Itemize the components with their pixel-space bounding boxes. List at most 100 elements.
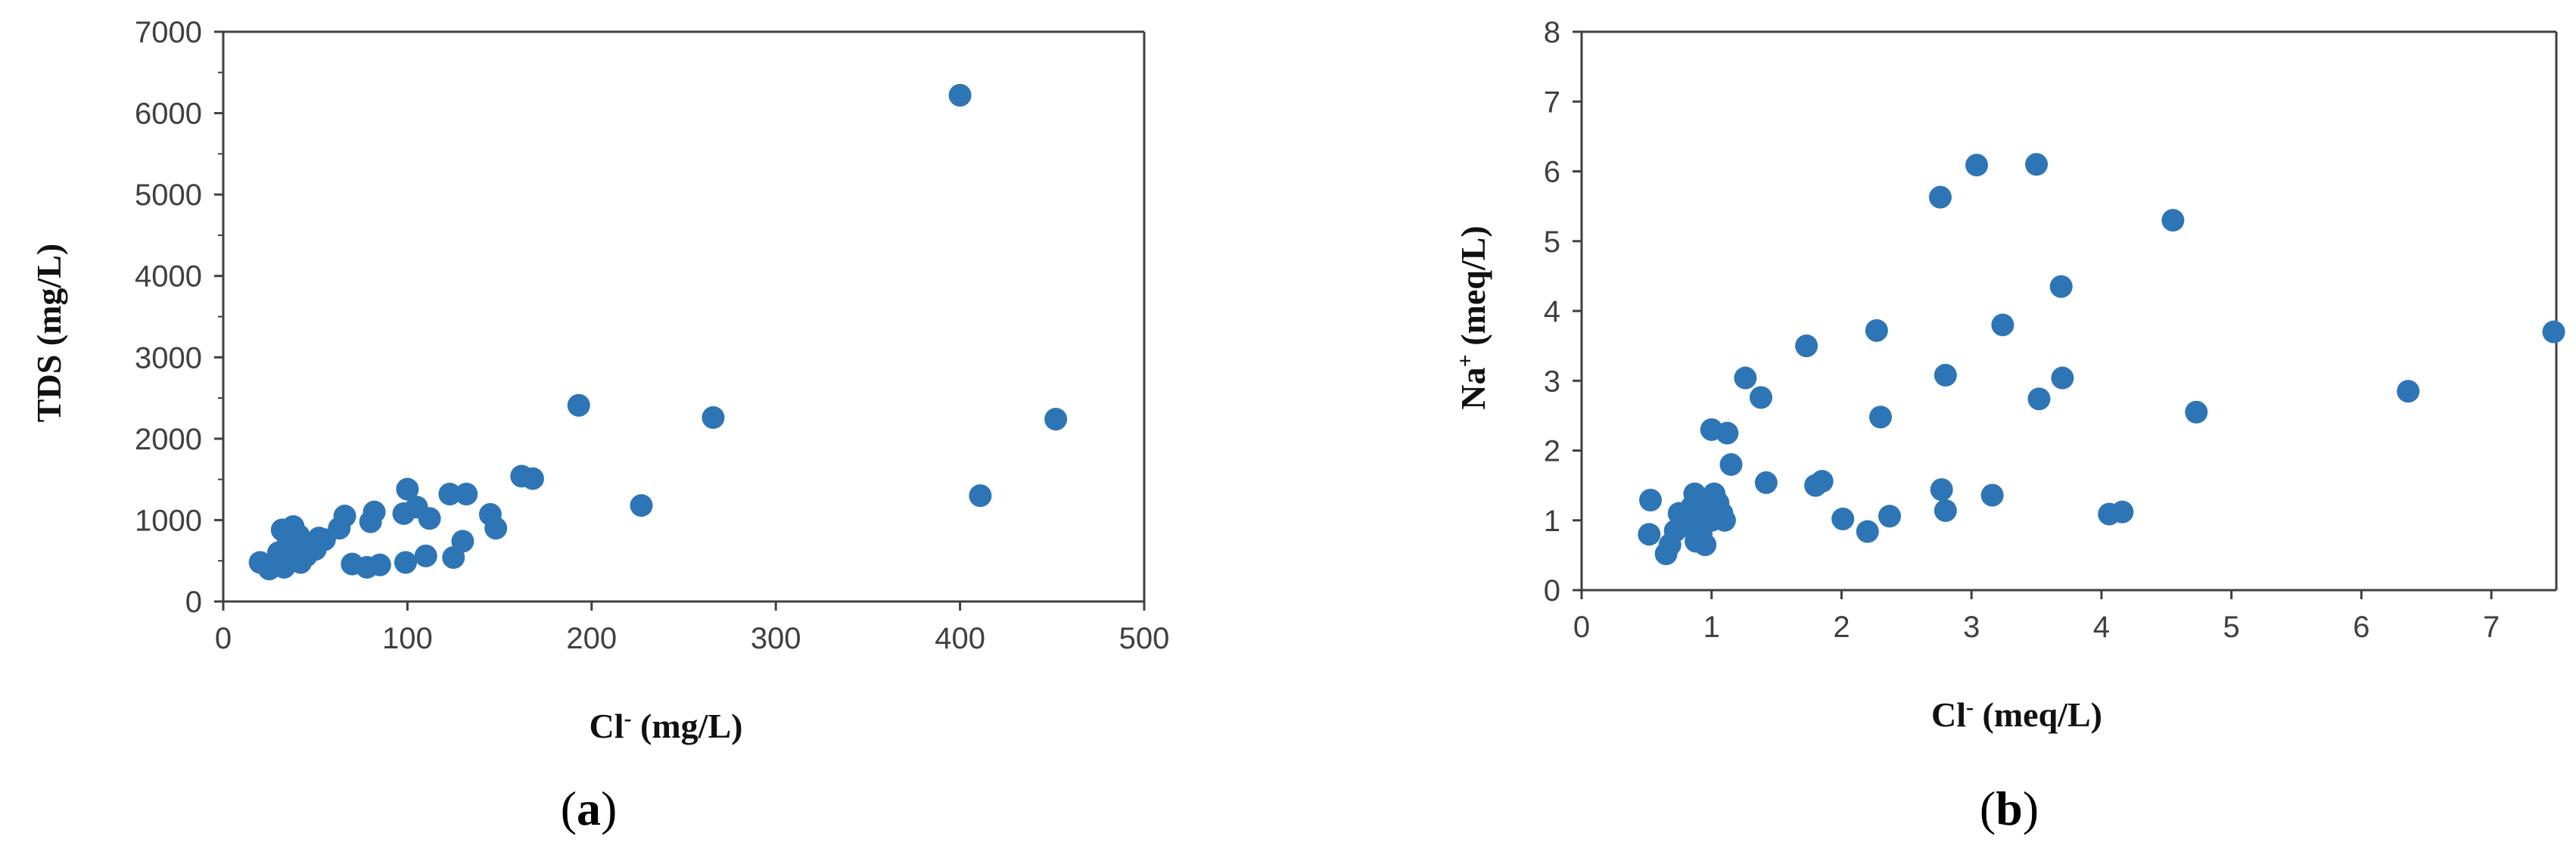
data-point [394,551,417,574]
data-point [1934,363,1957,387]
y-tick-label: 0 [1544,574,1560,608]
x-axis-title-sup-a: - [624,706,632,731]
x-axis-title-unit-a: (mg/L) [632,707,743,745]
data-point [1734,366,1757,390]
data-point [1930,478,1953,502]
data-point [969,484,992,508]
data-point [1868,406,1892,429]
data-point [1878,505,1902,528]
x-tick-label: 5 [2223,611,2240,644]
y-tick-label: 1 [1544,505,1560,538]
data-point [630,494,653,518]
x-tick-label: 3 [1963,611,1980,644]
data-point [455,483,478,506]
x-tick-label: 7 [2483,611,2500,644]
data-point [2051,366,2074,390]
data-point [418,507,441,530]
axes-a [214,30,1146,611]
y-tick-label: 1000 [135,504,202,537]
data-point [1694,533,1717,557]
y-tick-label: 3 [1544,365,1560,398]
data-point [2397,380,2420,403]
x-tick-label: 300 [751,622,801,655]
data-point [1865,319,1888,342]
y-tick-labels-a: 0 1000 2000 3000 4000 5000 6000 7000 [135,16,202,619]
y-tick-label: 7000 [135,16,202,49]
y-tick-label: 0 [185,586,202,619]
x-tick-label: 400 [935,622,985,655]
y-axis-title-unit-b: (meq/L) [1454,225,1492,354]
y-tick-label: 2 [1544,435,1560,468]
data-point [362,500,386,524]
y-tick-label: 4000 [135,260,202,294]
x-axis-title-main-b: Cl [1931,695,1966,734]
data-point [1719,452,1743,476]
x-axis-title-a: Cl- (mg/L) [590,706,743,746]
x-tick-label: 0 [1573,611,1590,644]
data-point [521,467,544,490]
data-point [1749,386,1772,409]
x-tick-label: 4 [2093,611,2110,644]
x-tick-label: 6 [2353,611,2369,644]
data-point [1795,334,1818,358]
data-point [1991,313,2014,337]
data-point [414,544,437,567]
data-points-b [1638,153,2565,566]
y-tick-label: 6 [1544,156,1560,189]
data-point [1928,185,1952,209]
y-axis-title-a: TDS (mg/L) [30,244,68,422]
y-tick-label: 2000 [135,423,202,456]
x-tick-labels-b: 0 1 2 3 4 5 6 7 [1573,611,2500,644]
data-point [1856,520,1879,543]
data-point [1965,154,1989,177]
y-tick-label: 7 [1544,85,1560,119]
y-tick-label: 5000 [135,179,202,212]
data-point [1980,483,2004,507]
panel-label-a: (a) [561,782,618,835]
data-point [702,406,725,429]
x-tick-label: 200 [566,622,617,655]
x-axis-title-unit-b: (meq/L) [1974,695,2102,734]
data-point [2049,275,2073,298]
data-point [1754,471,1778,494]
data-point [948,83,972,107]
y-tick-labels-b: 0 1 2 3 4 5 6 7 8 [1544,16,1560,608]
y-tick-label: 8 [1544,16,1560,49]
y-tick-label: 6000 [135,98,202,131]
data-point [368,553,391,577]
x-tick-label: 100 [382,622,433,655]
x-axis-title-sup-b: - [1966,695,1974,720]
scatter-panel-b: 0 1 2 3 4 5 6 7 8 0 1 2 3 4 5 6 7 Na+ (meq/L) Cl- (meq/… [1453,16,2565,835]
data-point [1716,421,1739,445]
data-point [1044,408,1068,431]
data-point [396,477,419,501]
data-point [567,393,590,417]
scatter-panel-a: 0 1000 2000 3000 4000 5000 6000 7000 0 100 200 300… [30,16,1169,835]
y-tick-label: 3000 [135,341,202,375]
x-tick-label: 500 [1119,622,1170,655]
data-point [2111,500,2134,524]
panel-label-b: (b) [1980,782,2039,835]
y-axis-title-sup-b: + [1453,354,1478,367]
data-points-a [248,83,1068,580]
x-tick-label: 0 [215,622,232,655]
y-axis-title-main-b: Na [1454,367,1492,409]
data-point [2185,400,2208,424]
x-tick-label: 2 [1833,611,1850,644]
axes-b [1573,30,2558,599]
data-point [2025,153,2049,176]
x-tick-label: 1 [1703,611,1720,644]
data-point [2027,387,2051,411]
data-point [484,517,508,540]
data-point [1639,488,1663,511]
x-tick-labels-a: 0 100 200 300 400 500 [215,622,1170,655]
data-point [438,483,462,506]
data-point [1810,470,1834,493]
panel-letter-a: a [577,782,601,835]
x-axis-title-b: Cl- (meq/L) [1931,695,2102,735]
data-point [1713,508,1736,532]
data-point [2161,209,2185,232]
data-point [1934,499,1957,522]
x-axis-title-main-a: Cl [590,707,624,745]
